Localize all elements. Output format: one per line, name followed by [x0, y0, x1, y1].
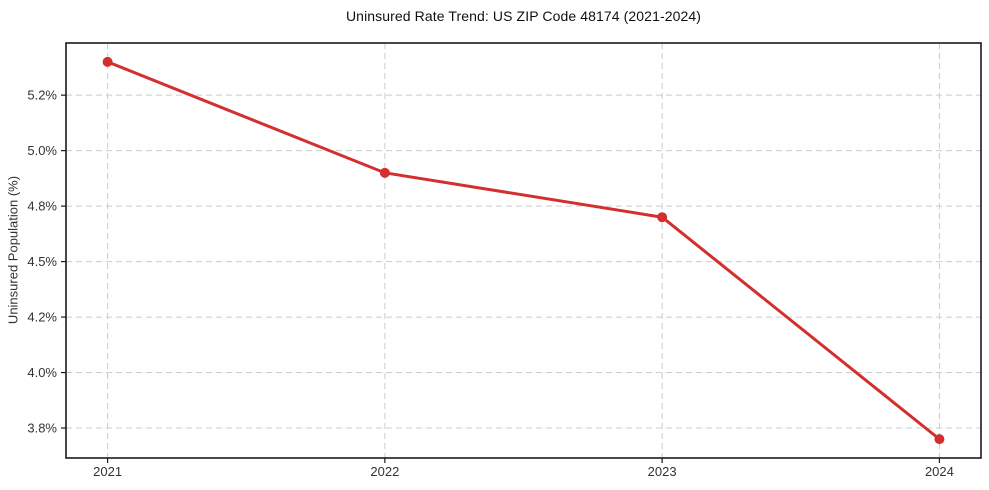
- y-tick-label: 3.8%: [27, 421, 57, 436]
- y-tick-label: 5.0%: [27, 143, 57, 158]
- y-tick-label: 5.2%: [27, 88, 57, 103]
- data-point-marker: [657, 212, 668, 223]
- chart-title: Uninsured Rate Trend: US ZIP Code 48174 …: [345, 8, 702, 24]
- x-tick-label: 2023: [648, 464, 677, 479]
- y-tick-label: 4.5%: [27, 254, 57, 269]
- trend-line: [106, 60, 941, 441]
- data-point-marker: [379, 167, 390, 178]
- y-tick-label: 4.0%: [27, 365, 57, 380]
- x-tick-label: 2021: [93, 464, 122, 479]
- x-tick-label: 2024: [925, 464, 954, 479]
- x-tick-label: 2022: [370, 464, 399, 479]
- plot-border: [65, 42, 982, 459]
- data-point-marker: [102, 56, 113, 67]
- y-tick-label: 4.8%: [27, 199, 57, 214]
- data-point-marker: [934, 434, 945, 445]
- y-tick-label: 4.2%: [27, 310, 57, 325]
